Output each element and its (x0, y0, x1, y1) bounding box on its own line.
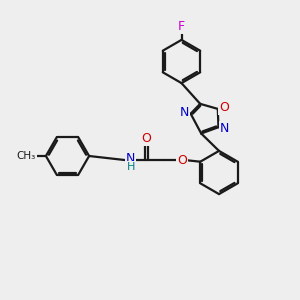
Text: O: O (219, 101, 229, 114)
Text: H: H (127, 162, 135, 172)
Text: N: N (126, 152, 135, 165)
Text: CH₃: CH₃ (17, 151, 36, 161)
Text: O: O (141, 131, 151, 145)
Text: F: F (178, 20, 185, 33)
Text: N: N (220, 122, 229, 135)
Text: O: O (177, 154, 187, 167)
Text: N: N (180, 106, 189, 119)
